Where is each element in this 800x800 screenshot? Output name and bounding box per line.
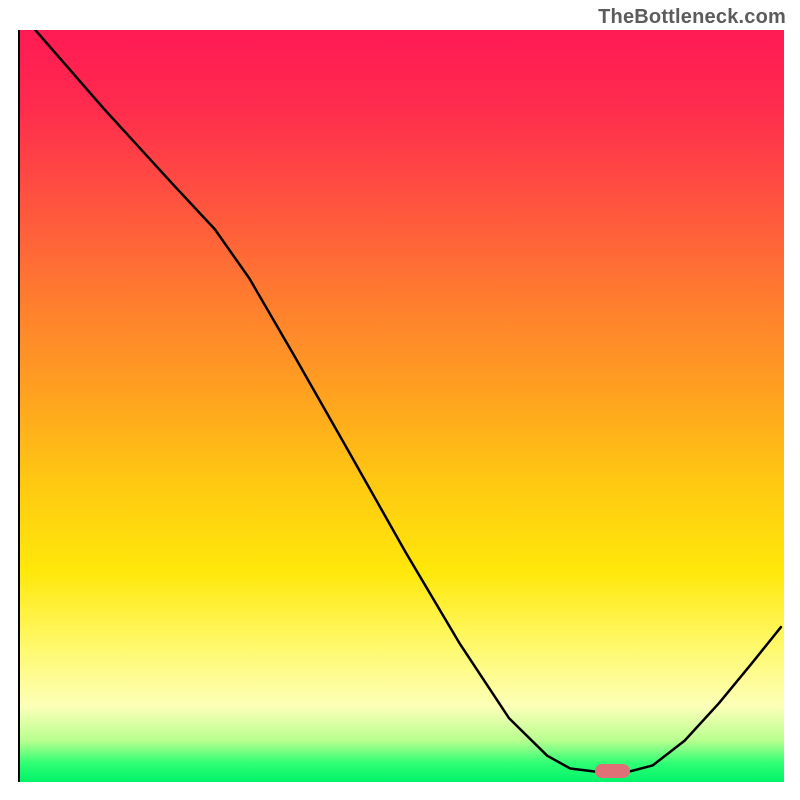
watermark-text: TheBottleneck.com: [598, 6, 786, 29]
plot-area: [18, 30, 782, 782]
plot-svg: [20, 30, 784, 782]
chart-canvas: TheBottleneck.com: [0, 0, 800, 800]
